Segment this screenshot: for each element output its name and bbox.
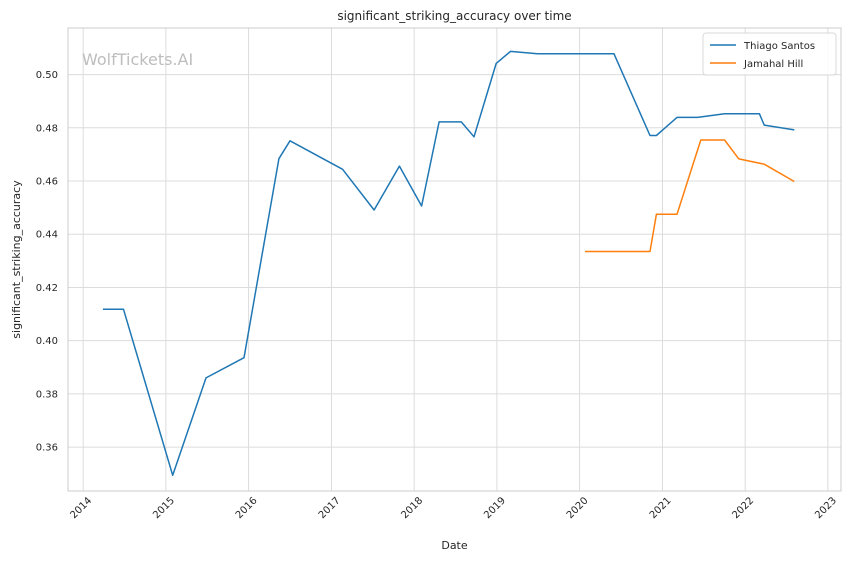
series-line-jamahal-hill (585, 139, 795, 253)
y-tick-label: 0.44 (36, 230, 58, 241)
watermark: WolfTickets.AI (82, 50, 193, 69)
chart-title: significant_striking_accuracy over time (337, 9, 571, 23)
plot-area-frame (67, 27, 842, 492)
y-tick-label: 0.50 (36, 70, 58, 81)
y-axis-label: significant_striking_accuracy (10, 180, 23, 339)
y-tick-label: 0.38 (36, 389, 58, 400)
legend-label-thiago-santos: Thiago Santos (743, 41, 815, 52)
series-line-thiago-santos (102, 50, 795, 477)
y-tick-label: 0.36 (36, 443, 58, 454)
y-tick-label: 0.40 (36, 336, 58, 347)
y-tick-label: 0.48 (36, 123, 58, 134)
x-axis-label: Date (441, 539, 468, 552)
y-tick-label: 0.46 (36, 177, 58, 188)
y-tick-label: 0.42 (36, 283, 58, 294)
grid (68, 28, 841, 491)
legend-box (702, 32, 837, 76)
legend-label-jamahal-hill: Jamahal Hill (743, 59, 803, 70)
series-layer (102, 50, 795, 477)
legend: Thiago Santos Jamahal Hill (702, 32, 837, 76)
